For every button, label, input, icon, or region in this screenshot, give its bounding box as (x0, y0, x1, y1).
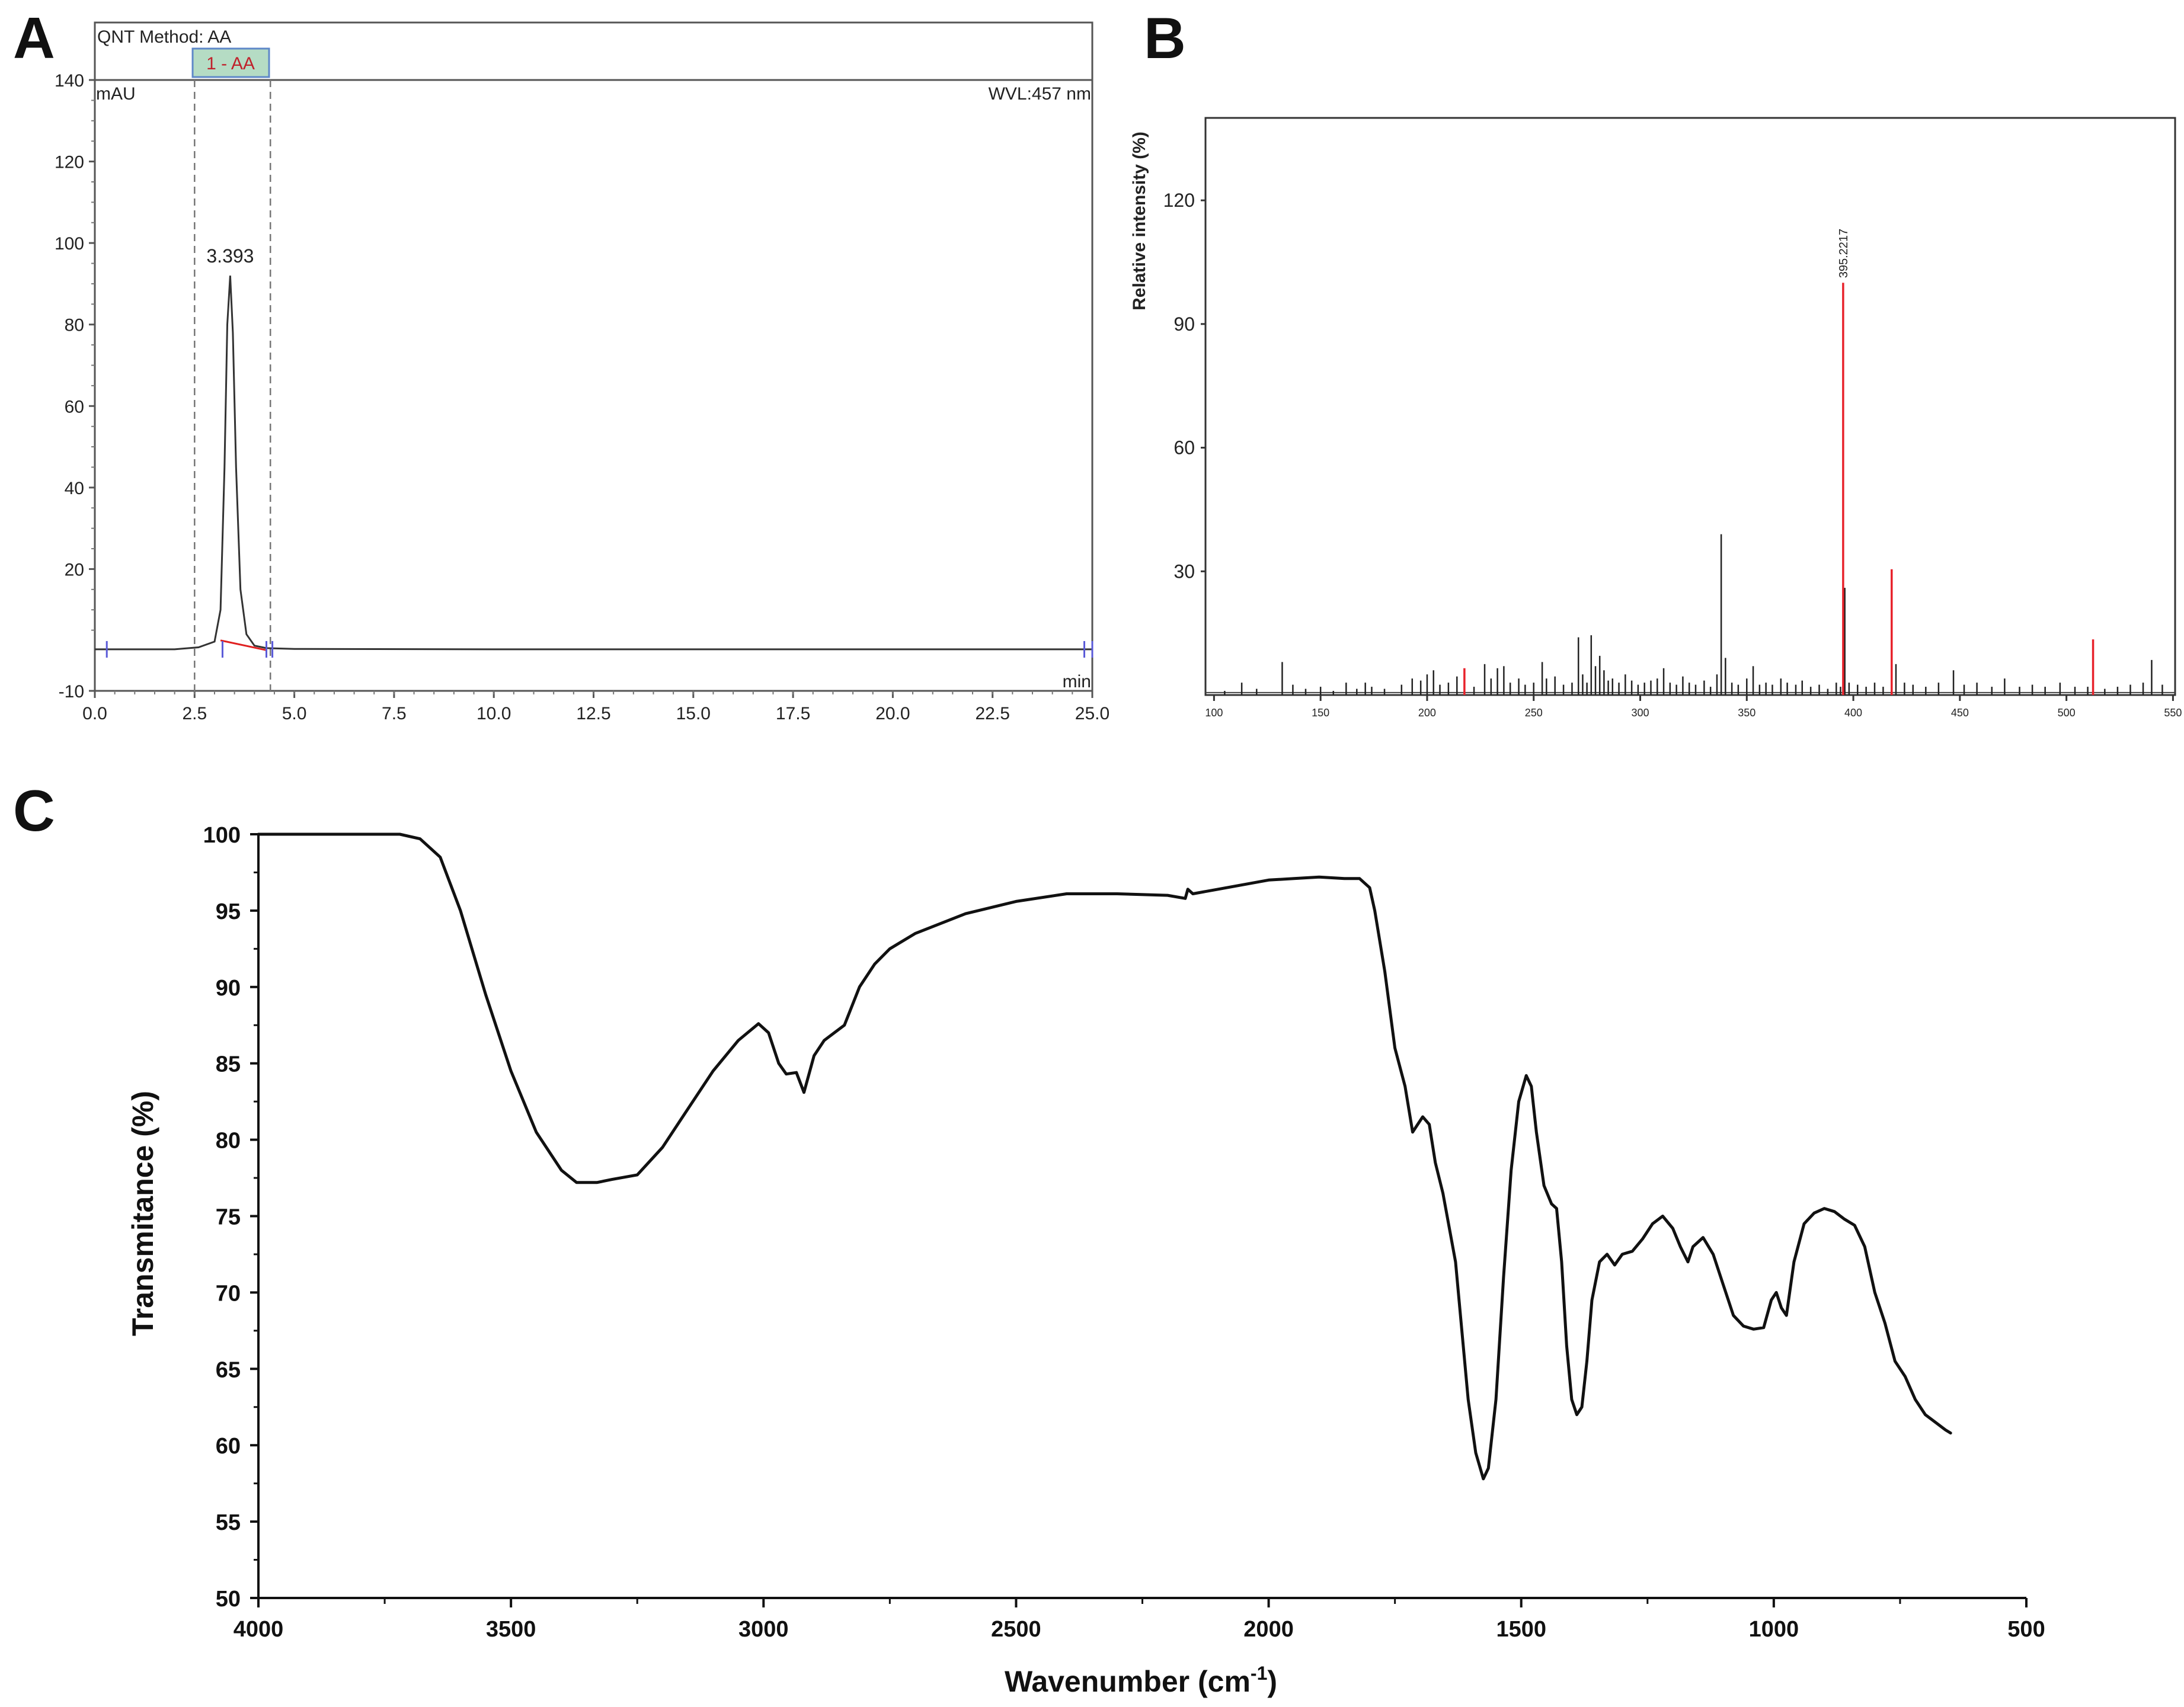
panel-a-x-unit: min (1063, 672, 1091, 691)
panel-a-chromatogram: A QNT Method: AA 1 - AA mAU WVL:457 nm m… (13, 5, 1109, 723)
panel-a-peak-window-box (191, 47, 270, 78)
panel-b-x-tick-label: 550 (2164, 707, 2182, 719)
panel-c-x-tick-label: 2000 (1243, 1617, 1294, 1642)
panel-b-mass-spectrum: B Relative intensity (%) 30 60 90 120 100 15… (1130, 5, 2182, 719)
panel-c-y-tick-label: 50 (216, 1587, 241, 1612)
panel-b-y-tick-label: 120 (1163, 190, 1195, 211)
panel-a-x-tick-label: 12.5 (576, 704, 610, 723)
panel-a-x-tick-label: 15.0 (676, 704, 711, 723)
panel-b-y-tick-label: 60 (1173, 437, 1195, 459)
panel-a-y-tick-label: 100 (55, 234, 84, 254)
panel-b-x-tick-label: 200 (1418, 707, 1436, 719)
panel-a-peak-window-label: 1 - AA (206, 54, 255, 73)
panel-a-y-axis: -10 20 40 60 80 100 120 140 (55, 71, 95, 702)
panel-c-x-tick-label: 3000 (738, 1617, 789, 1642)
panel-a-method-header: QNT Method: AA (97, 27, 231, 47)
panel-b-x-axis: 100 150 200 250 300 350 400 450 500 550 (1205, 695, 2182, 719)
panel-c-y-label: Transmitance (%) (126, 1091, 159, 1336)
panel-c-plot-area (257, 832, 1952, 1481)
panel-c-x-label-superscript: -1 (1251, 1663, 1267, 1684)
panel-b-frame (1204, 117, 2176, 696)
panel-a-y-tick-label: 60 (65, 397, 84, 417)
panel-a-trace (95, 276, 1092, 651)
panel-c-y-tick-label: 85 (216, 1052, 241, 1077)
panel-c-x-tick-label: 1500 (1496, 1617, 1546, 1642)
panel-c-x-tick-label: 500 (2007, 1617, 2045, 1642)
panel-a-y-tick-label: 80 (65, 316, 84, 335)
panel-a-x-tick-label: 5.0 (282, 704, 307, 723)
panel-b-x-tick-label: 150 (1312, 707, 1329, 719)
panel-c-y-tick-label: 80 (216, 1129, 241, 1154)
panel-a-x-tick-label: 10.0 (477, 704, 511, 723)
panel-b-x-tick-label: 400 (1844, 707, 1862, 719)
panel-b-y-label: Relative intensity (%) (1130, 132, 1149, 310)
panel-a-y-tick-label: 140 (55, 71, 84, 91)
panel-a-y-tick-label: 120 (55, 153, 84, 172)
panel-c-x-tick-label: 3500 (486, 1617, 536, 1642)
panel-a-integration-window (194, 80, 271, 691)
panel-b-y-axis: 30 60 90 120 (1163, 190, 1205, 582)
panel-a-y-tick-label: -10 (59, 682, 84, 702)
panel-b-peak-label: 395.2217 (1837, 229, 1850, 278)
panel-b-x-tick-label: 250 (1525, 707, 1543, 719)
panel-a-baseline (220, 639, 267, 651)
panel-c-x-label: Wavenumber (cm-1) (1005, 1663, 1277, 1698)
panel-a-x-tick-label: 25.0 (1075, 704, 1109, 723)
panel-c-x-label-close: ) (1267, 1665, 1277, 1698)
panel-a-peak-label: 3.393 (206, 245, 254, 267)
panel-a-plot-area (95, 276, 1093, 658)
panel-a-frame (94, 21, 1093, 692)
panel-a-x-axis: 0.0 2.5 5.0 7.5 10.0 12.5 15.0 17.5 20.0 22.5 25.0 (82, 691, 1109, 723)
panel-a-x-tick-label: 20.0 (875, 704, 910, 723)
panel-c-x-tick-label: 1000 (1749, 1617, 1799, 1642)
panel-b-plot-area (1205, 283, 2175, 695)
panel-c-transmittance-line (257, 832, 1952, 1481)
panel-a-x-tick-label: 0.0 (82, 704, 107, 723)
panel-b-y-tick-label: 30 (1173, 561, 1195, 582)
panel-c-x-tick-label: 4000 (234, 1617, 284, 1642)
panel-c-x-tick-label: 2500 (991, 1617, 1041, 1642)
panel-a-y-tick-label: 40 (65, 479, 84, 498)
panel-c-x-axis: 4000 3500 3000 2500 2000 1500 1000 500 (234, 1598, 2045, 1642)
panel-c-y-tick-label: 90 (216, 976, 241, 1001)
panel-c-y-tick-label: 95 (216, 899, 241, 924)
panel-c-y-tick-label: 65 (216, 1357, 241, 1382)
panel-a-y-tick-label: 20 (65, 560, 84, 579)
panel-a-x-tick-label: 7.5 (382, 704, 407, 723)
panel-c-x-label-main: Wavenumber (cm (1005, 1665, 1251, 1698)
panel-c-y-tick-label: 75 (216, 1205, 241, 1230)
panel-a-x-tick-label: 22.5 (976, 704, 1010, 723)
panel-b-x-tick-label: 350 (1738, 707, 1755, 719)
panel-a-letter: A (13, 5, 55, 71)
panel-c-y-tick-label: 70 (216, 1281, 241, 1306)
panel-c-y-tick-label: 100 (203, 823, 241, 848)
panel-b-x-tick-label: 500 (2058, 707, 2076, 719)
panel-c-ftir-spectrum: C Transmitance (%) Wavenumber (cm-1) 505… (13, 778, 2045, 1698)
panel-b-y-tick-label: 90 (1173, 313, 1195, 335)
panel-b-letter: B (1144, 5, 1186, 71)
panel-c-y-tick-label: 60 (216, 1434, 241, 1459)
panel-a-wavelength: WVL:457 nm (989, 84, 1091, 104)
panel-b-x-tick-label: 300 (1631, 707, 1649, 719)
panel-b-x-tick-label: 100 (1205, 707, 1223, 719)
panel-a-y-unit: mAU (96, 84, 136, 104)
panel-a-x-tick-label: 2.5 (182, 704, 207, 723)
panel-b-x-tick-label: 450 (1951, 707, 1969, 719)
panel-c-letter: C (13, 778, 55, 843)
panel-a-x-tick-label: 17.5 (776, 704, 810, 723)
panel-c-y-tick-label: 55 (216, 1510, 241, 1535)
panel-c-y-axis: 50 55 60 65 70 75 80 85 90 95 100 (203, 823, 258, 1612)
